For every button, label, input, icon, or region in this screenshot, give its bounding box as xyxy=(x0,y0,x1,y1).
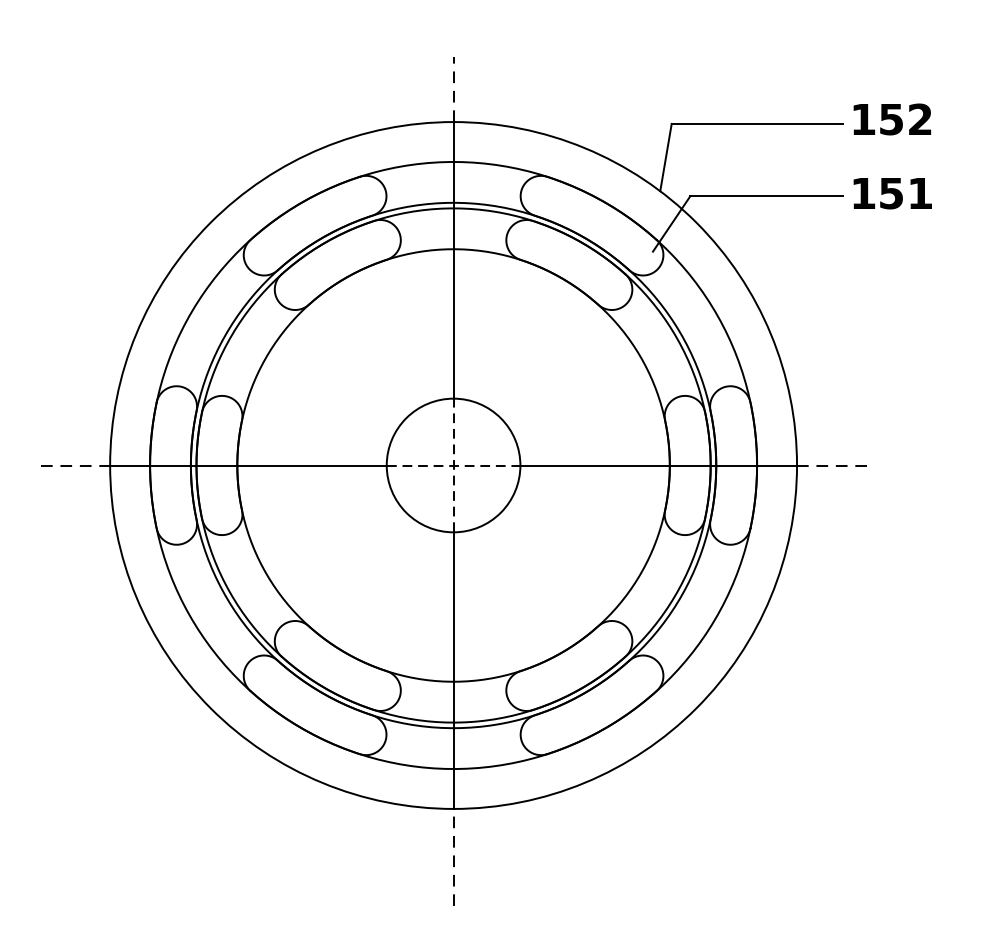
Text: 152: 152 xyxy=(848,103,935,145)
Text: 151: 151 xyxy=(848,175,935,217)
